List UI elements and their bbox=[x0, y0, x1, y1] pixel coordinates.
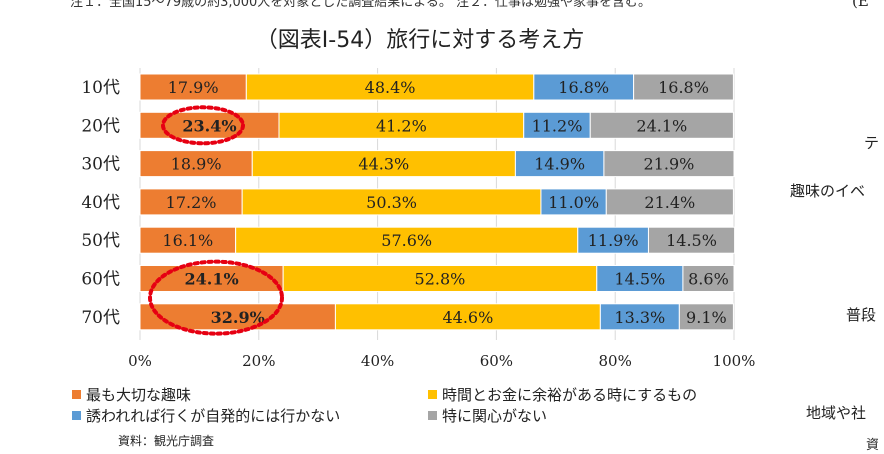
highlight-ellipse-60s-70s bbox=[148, 259, 284, 336]
bar-segment bbox=[678, 303, 734, 331]
legend-label: 誘われれば行くが自発的には行かない bbox=[86, 407, 341, 425]
data-label: 17.2% bbox=[166, 193, 217, 212]
bar-segment bbox=[633, 73, 734, 101]
bar-segment bbox=[139, 150, 253, 178]
side-text-shi: 資 bbox=[866, 438, 880, 453]
highlight-ellipse-20s bbox=[161, 105, 245, 146]
data-label: 57.6% bbox=[381, 231, 432, 250]
data-label: 24.1% bbox=[636, 116, 687, 135]
legend-item-if-invited: 誘われれば行くが自発的には行かない bbox=[72, 405, 340, 426]
data-label: 21.4% bbox=[644, 193, 695, 212]
data-label: 17.9% bbox=[168, 78, 219, 97]
side-text-te: テ bbox=[864, 134, 880, 152]
bar-segment bbox=[647, 226, 736, 254]
category-label: 10代 bbox=[81, 78, 120, 98]
legend-swatch-yellow bbox=[428, 390, 437, 399]
bar-segment bbox=[523, 111, 591, 139]
category-label: 70代 bbox=[81, 308, 120, 328]
legend-label: 特に関心がない bbox=[442, 407, 548, 425]
bar-segment bbox=[334, 303, 601, 331]
data-label: 14.5% bbox=[666, 231, 717, 250]
bar-segment bbox=[241, 188, 542, 216]
data-label: 32.9% bbox=[211, 308, 265, 327]
x-tick-label: 0% bbox=[128, 352, 152, 370]
bar-segment bbox=[514, 150, 605, 178]
category-label: 30代 bbox=[81, 155, 120, 175]
data-label: 18.9% bbox=[171, 155, 222, 174]
data-label: 48.4% bbox=[365, 78, 416, 97]
legend-label: 最も大切な趣味 bbox=[86, 386, 192, 404]
side-text-hobby: 趣味のイベ bbox=[790, 182, 866, 200]
bar-segment bbox=[589, 111, 734, 139]
bar-segment bbox=[282, 265, 598, 292]
bar-segment bbox=[139, 188, 243, 216]
legend-label: 時間とお金に余裕がある時にするもの bbox=[442, 386, 698, 404]
data-label: 50.3% bbox=[366, 193, 417, 212]
data-label: 11.0% bbox=[548, 193, 599, 212]
data-label: 8.6% bbox=[688, 270, 729, 289]
data-label: 11.9% bbox=[588, 231, 639, 250]
data-label: 44.6% bbox=[442, 308, 493, 327]
legend-swatch-orange bbox=[72, 390, 81, 399]
data-label: 9.1% bbox=[686, 308, 727, 327]
x-tick-label: 80% bbox=[599, 352, 632, 370]
side-text-top-right: (E bbox=[852, 0, 869, 10]
bar-segment bbox=[599, 303, 680, 331]
category-label: 20代 bbox=[81, 116, 120, 136]
cut-off-footnote: 注１：全国15～79歳の約3,000人を対象とした調査結果による。 注２：仕事は… bbox=[70, 0, 652, 10]
data-label: 16.8% bbox=[658, 78, 709, 97]
legend-item-most-important-hobby: 最も大切な趣味 bbox=[72, 384, 191, 405]
data-label: 23.4% bbox=[182, 116, 236, 135]
source-note: 資料：観光庁調査 bbox=[118, 434, 215, 448]
data-label: 44.3% bbox=[358, 155, 409, 174]
data-label: 21.9% bbox=[644, 155, 695, 174]
data-label: 16.1% bbox=[162, 231, 213, 250]
data-label: 14.5% bbox=[614, 270, 665, 289]
legend-swatch-blue bbox=[72, 411, 81, 420]
side-text-region: 地域や社 bbox=[806, 404, 867, 422]
legend-swatch-gray bbox=[428, 411, 437, 420]
x-tick-label: 20% bbox=[242, 352, 275, 370]
category-label: 40代 bbox=[81, 193, 120, 213]
data-label: 14.9% bbox=[534, 155, 585, 174]
data-label: 24.1% bbox=[184, 270, 238, 289]
chart-title: （図表Ⅰ-54）旅行に対する考え方 bbox=[255, 28, 585, 53]
bar-segment bbox=[596, 265, 684, 292]
bar-segment bbox=[577, 226, 649, 254]
x-tick-label: 40% bbox=[361, 352, 394, 370]
legend-item-no-interest: 特に関心がない bbox=[428, 405, 547, 426]
bar-segment bbox=[235, 226, 579, 254]
category-label: 50代 bbox=[81, 231, 120, 251]
legend-item-when-time-money: 時間とお金に余裕がある時にするもの bbox=[428, 384, 697, 405]
data-label: 16.8% bbox=[558, 78, 609, 97]
bar-segment bbox=[139, 226, 237, 254]
bar-segment bbox=[603, 150, 735, 178]
bar-segment bbox=[251, 150, 516, 178]
bar-segment bbox=[682, 265, 735, 292]
side-text-usually: 普段 bbox=[846, 306, 877, 324]
x-tick-label: 60% bbox=[480, 352, 513, 370]
data-label: 52.8% bbox=[415, 270, 466, 289]
data-label: 13.3% bbox=[614, 308, 665, 327]
category-label: 60代 bbox=[81, 270, 120, 290]
x-tick-label: 100% bbox=[713, 352, 756, 370]
data-label: 11.2% bbox=[532, 116, 583, 135]
data-label: 41.2% bbox=[376, 116, 427, 135]
bar-segment bbox=[605, 188, 734, 216]
